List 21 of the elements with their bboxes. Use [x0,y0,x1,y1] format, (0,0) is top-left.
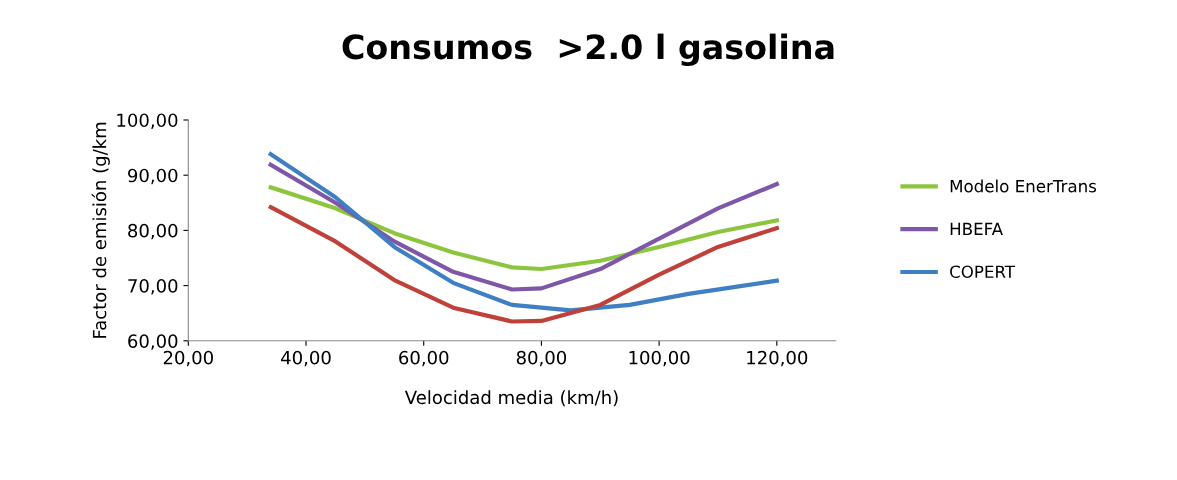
legend-label: COPERT [950,265,1016,279]
line-series [268,205,779,324]
y-axis-title: Factor de emisión (g/km [91,122,110,338]
x-tick-label: 40,00 [281,350,331,367]
y-tick-label: 90,00 [128,168,178,185]
x-tick-label: 20,00 [163,350,213,367]
x-tick-label: 60,00 [399,350,449,367]
x-tick-label: 100,00 [629,350,690,367]
y-tick-label: 100,00 [117,113,178,129]
x-axis-title: Velocidad media (km/h) [404,390,618,407]
y-tick-label: 70,00 [128,279,178,295]
x-tick-label: 120,00 [747,350,808,367]
line-series [268,162,779,292]
line-series [268,185,779,272]
y-tick-label: 80,00 [128,223,178,240]
x-tick-label: 80,00 [516,350,567,367]
legend-label: HBEFA [950,222,1003,235]
line-series [268,152,779,313]
legend-label: Modelo EnerTrans [950,179,1097,193]
chart-title: Consumos >2.0 l gasolina [342,33,834,67]
y-tick-label: 60,00 [128,334,178,350]
